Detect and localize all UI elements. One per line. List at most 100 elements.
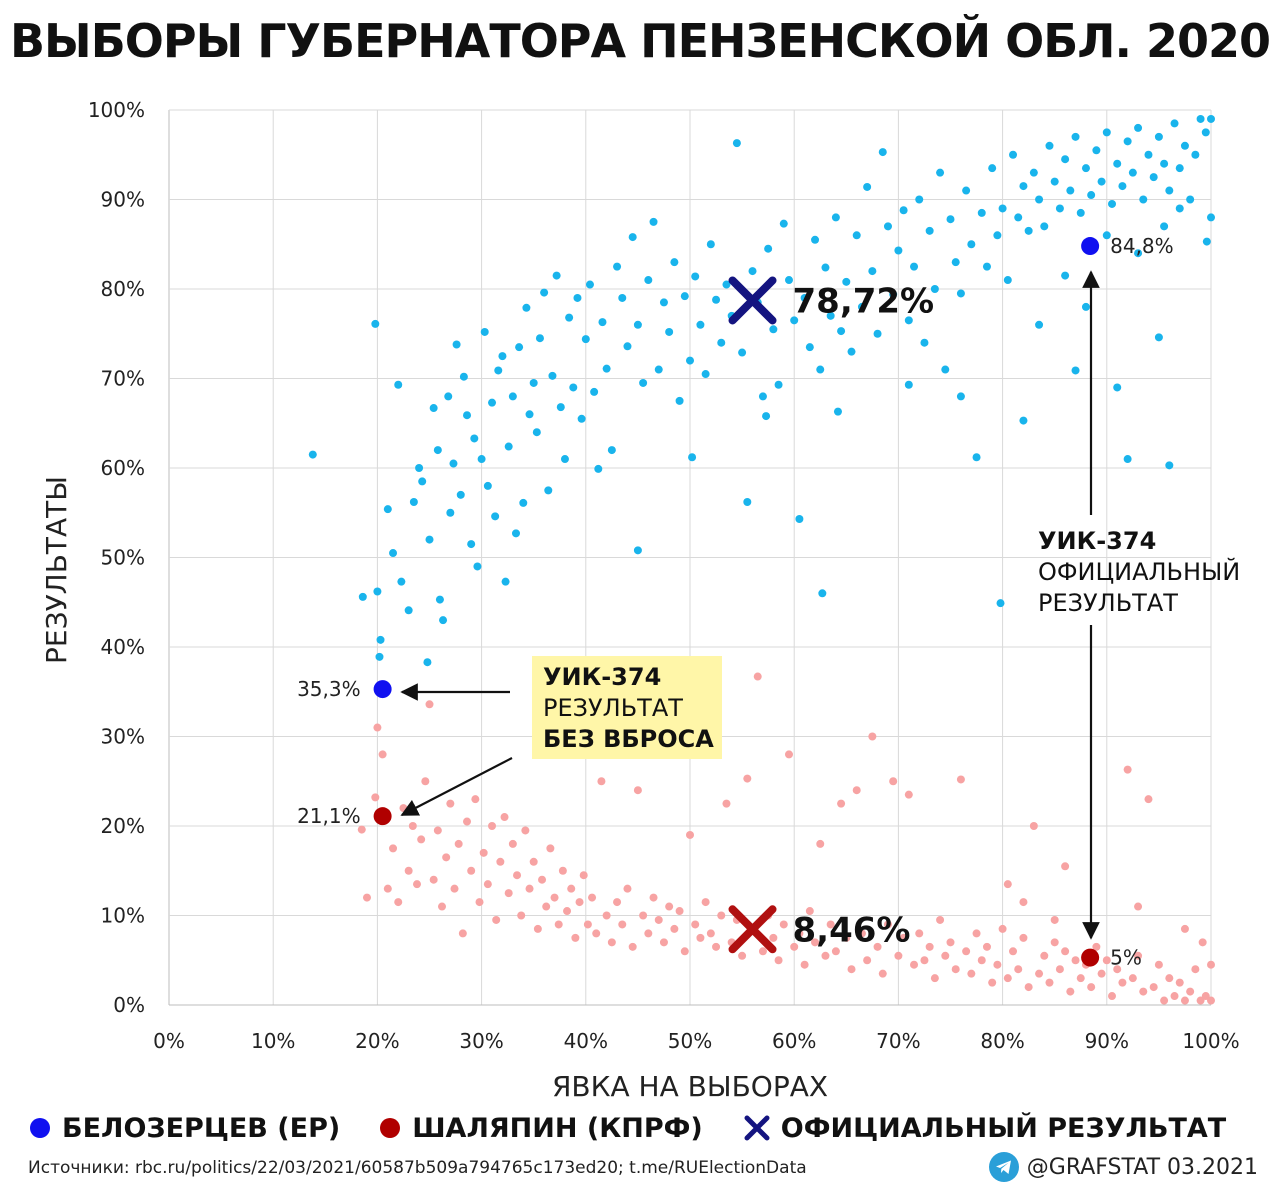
kprf-point [889,777,898,786]
annotation-no-stuffing-line2: РЕЗУЛЬТАТ [543,694,683,722]
er-point [946,215,955,224]
kprf-point [758,947,767,956]
er-point [444,392,453,401]
telegram-icon [988,1152,1019,1182]
er-point [837,327,846,336]
er-point [1040,222,1049,231]
er-point [956,392,965,401]
legend-item-er: БЕЛОЗЕРЦЕВ (ЕР) [30,1113,340,1144]
er-point [1066,186,1075,195]
legend-label-kprf: ШАЛЯПИН (КПРФ) [412,1112,703,1144]
kprf-point [1118,978,1127,987]
kprf-point [399,804,408,813]
er-point [483,481,492,490]
er-point [639,378,648,387]
legend: БЕЛОЗЕРЦЕВ (ЕР) ШАЛЯПИН (КПРФ) ОФИЦИАЛЬН… [30,1108,1270,1148]
kprf-point [1191,965,1200,974]
er-point [795,515,804,524]
kprf-point [956,775,965,784]
uik374-er-official-label: 84,8% [1110,234,1174,258]
er-point [371,319,380,328]
er-point [1123,137,1132,146]
er-point [904,380,913,389]
x-tick-label: 90% [1085,1029,1129,1053]
er-point [409,498,418,507]
cross-icon [744,1115,770,1141]
kprf-point [878,969,887,978]
kprf-point [821,951,830,960]
kprf-point [894,951,903,960]
er-point [868,267,877,276]
er-point [967,240,976,249]
y-tick-label: 30% [101,725,145,749]
kprf-point [1139,987,1148,996]
kprf-point [1076,974,1085,983]
kprf-point [575,898,584,907]
er-point [1134,249,1143,258]
er-point [936,168,945,177]
y-tick-label: 100% [88,98,145,122]
kprf-point [717,911,726,920]
kprf-point [504,889,513,898]
er-point [1175,164,1184,173]
x-tick-label: 100% [1182,1029,1239,1053]
annotation-no-stuffing-line1: УИК-374 [543,663,661,691]
kprf-point [1201,992,1210,1001]
uik374-kprf-no-stuffing-label: 21,1% [297,804,361,828]
kprf-point [454,839,463,848]
er-point [1045,141,1054,150]
kprf-point [475,898,484,907]
official-er-cross [728,276,777,325]
kprf-point [602,911,611,920]
er-point [308,450,317,459]
kprf-point [567,884,576,893]
kprf-point [654,915,663,924]
kprf-point [910,960,919,969]
er-point [758,392,767,401]
x-tick-label: 50% [668,1029,712,1053]
kprf-point [592,929,601,938]
kprf-point [1024,983,1033,992]
er-point [1081,302,1090,311]
er-point [670,258,679,267]
kprf-point [1009,947,1018,956]
kprf-point [542,902,551,911]
kprf-point [378,750,387,759]
er-point [717,338,726,347]
kprf-point [811,938,820,947]
kprf-point [1014,965,1023,974]
kprf-point [915,929,924,938]
er-point [494,366,503,375]
kprf-point [680,947,689,956]
x-tick-label: 30% [459,1029,503,1053]
er-point [1102,128,1111,137]
er-point [784,276,793,285]
er-point [779,219,788,228]
er-point [623,342,632,351]
x-tick-label: 0% [153,1029,185,1053]
er-point [633,546,642,555]
er-point [1035,195,1044,204]
er-point [1128,168,1137,177]
er-point [852,231,861,240]
annotation-official: УИК-374 ОФИЦИАЛЬНЫЙ РЕЗУЛЬТАТ [1038,270,1240,940]
er-point [826,311,835,320]
kprf-point [701,898,710,907]
er-point [435,595,444,604]
kprf-point [738,951,747,960]
kprf-point [404,866,413,875]
kprf-point [1097,969,1106,978]
er-point [972,453,981,462]
er-point [529,378,538,387]
kprf-point [607,938,616,947]
kprf-point [357,825,366,834]
er-point [910,262,919,271]
kprf-point [1134,902,1143,911]
er-point [762,412,771,421]
er-point [376,635,385,644]
kprf-point [500,813,509,822]
kprf-point [521,826,530,835]
kprf-point [925,942,934,951]
uik374-er-official-point [1081,237,1100,256]
kprf-point [425,700,434,709]
